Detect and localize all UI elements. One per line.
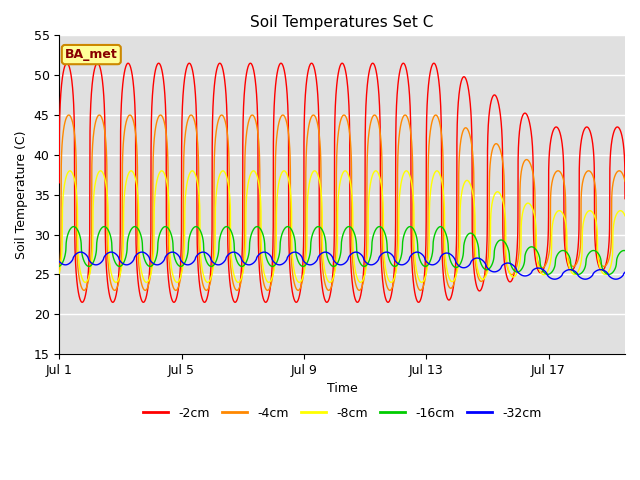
-32cm <box>77 249 84 255</box>
-16cm <box>600 269 608 275</box>
-4cm <box>65 112 72 118</box>
Title: Soil Temperatures Set C: Soil Temperatures Set C <box>250 15 434 30</box>
-8cm <box>420 277 428 283</box>
-4cm <box>621 179 629 184</box>
Line: -16cm: -16cm <box>60 227 625 275</box>
-32cm <box>56 259 63 264</box>
-16cm <box>56 264 63 269</box>
-2cm <box>536 270 544 276</box>
-32cm <box>621 269 629 275</box>
-8cm <box>600 271 608 277</box>
-4cm <box>352 282 360 288</box>
Legend: -2cm, -4cm, -8cm, -16cm, -32cm: -2cm, -4cm, -8cm, -16cm, -32cm <box>138 402 547 425</box>
Line: -32cm: -32cm <box>60 252 625 279</box>
-4cm <box>70 125 77 131</box>
X-axis label: Time: Time <box>327 383 358 396</box>
-8cm <box>56 270 63 276</box>
-2cm <box>78 300 86 305</box>
-32cm <box>612 276 620 282</box>
-8cm <box>536 269 544 275</box>
-8cm <box>81 279 89 285</box>
-16cm <box>70 224 77 229</box>
Line: -8cm: -8cm <box>60 171 625 282</box>
-16cm <box>605 272 612 277</box>
-2cm <box>420 276 428 281</box>
-4cm <box>536 264 544 270</box>
-4cm <box>420 280 428 286</box>
-16cm <box>536 262 544 267</box>
-32cm <box>420 254 428 260</box>
-2cm <box>352 298 360 304</box>
-32cm <box>352 249 360 255</box>
-4cm <box>80 288 88 293</box>
-32cm <box>260 249 268 255</box>
-2cm <box>621 196 629 202</box>
-4cm <box>260 282 268 288</box>
-2cm <box>56 180 63 186</box>
-2cm <box>260 298 268 303</box>
-2cm <box>63 60 71 66</box>
Y-axis label: Soil Temperature (C): Soil Temperature (C) <box>15 131 28 259</box>
-32cm <box>600 268 608 274</box>
-32cm <box>70 254 77 260</box>
-8cm <box>621 213 629 219</box>
Line: -2cm: -2cm <box>60 63 625 302</box>
-4cm <box>56 268 63 274</box>
-16cm <box>420 263 428 269</box>
Line: -4cm: -4cm <box>60 115 625 290</box>
-8cm <box>352 271 360 276</box>
-2cm <box>70 101 77 107</box>
Text: BA_met: BA_met <box>65 48 118 61</box>
-2cm <box>600 265 608 271</box>
-16cm <box>621 248 629 253</box>
-32cm <box>536 265 544 271</box>
-8cm <box>260 270 268 276</box>
-4cm <box>600 264 608 269</box>
-16cm <box>260 235 268 241</box>
-8cm <box>70 174 77 180</box>
-16cm <box>70 224 77 229</box>
-16cm <box>352 236 360 242</box>
-8cm <box>66 168 74 174</box>
